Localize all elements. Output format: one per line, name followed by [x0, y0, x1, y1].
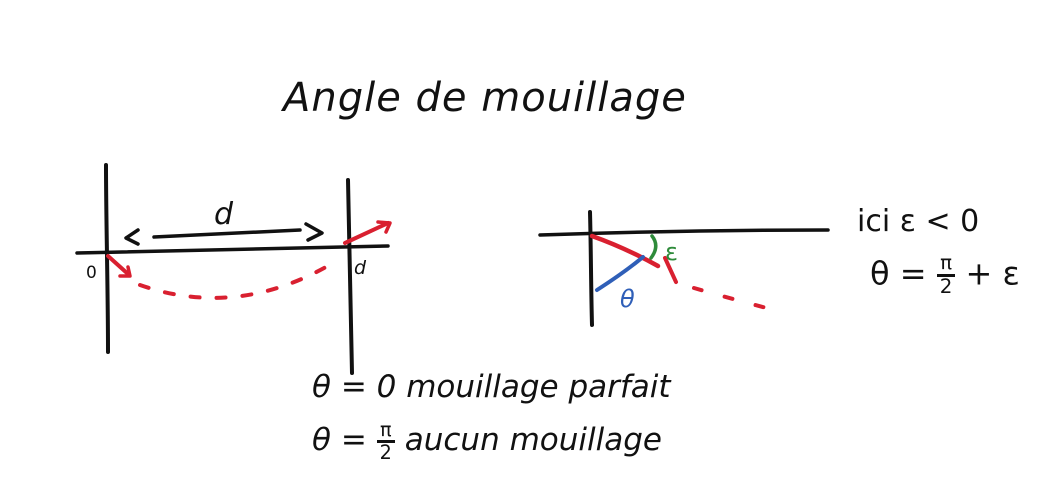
meniscus-dashed-curve [138, 258, 340, 300]
note-no-wetting-lhs: θ = [312, 422, 367, 459]
surface-line [538, 228, 830, 237]
note-no-wetting: θ = π 2 aucun mouillage [312, 419, 662, 465]
theta-label: θ [620, 285, 635, 313]
right-contact-arrow [343, 221, 390, 245]
right-wall [346, 178, 354, 375]
diagram-title: Angle de mouillage [283, 75, 687, 121]
liquid-surface-segment [663, 256, 678, 284]
left-wall [104, 163, 110, 354]
side-note-two: 2 [939, 274, 953, 298]
epsilon-label: ε [665, 238, 678, 266]
side-note-pi: π [936, 252, 956, 277]
end-label: d [354, 257, 367, 279]
side-note-theta-formula: θ = π 2 + ε [870, 252, 1020, 298]
side-note-condition: ici ε < 0 [857, 204, 980, 239]
note-perfect-wetting: θ = 0 mouillage parfait [312, 369, 671, 405]
side-note-plus-epsilon: + ε [965, 254, 1020, 293]
theta-arc [595, 255, 645, 292]
side-note-fraction: π 2 [936, 252, 956, 298]
right-contact-arrowhead [376, 220, 392, 234]
note-no-wetting-rhs: aucun mouillage [404, 422, 662, 459]
distance-arrow-left-head [124, 228, 140, 246]
left-contact-tangent [106, 254, 130, 276]
baseline [75, 244, 390, 255]
contact-tangent-line [589, 233, 661, 269]
distance-label: d [214, 197, 234, 232]
distance-arrow-line [152, 228, 302, 239]
origin-label: 0 [86, 263, 97, 283]
liquid-dashed-continuation [692, 286, 788, 315]
note-no-wetting-pi: π [376, 419, 395, 444]
epsilon-arc [649, 234, 658, 260]
distance-arrow-right-head [304, 222, 324, 242]
side-note-theta-lhs: θ = [870, 254, 927, 293]
note-no-wetting-two: 2 [379, 441, 392, 465]
left-contact-arrowhead [118, 265, 132, 278]
wall-line [588, 210, 594, 327]
right-diagram [538, 210, 830, 327]
left-diagram [75, 163, 392, 375]
note-no-wetting-fraction: π 2 [376, 419, 395, 465]
